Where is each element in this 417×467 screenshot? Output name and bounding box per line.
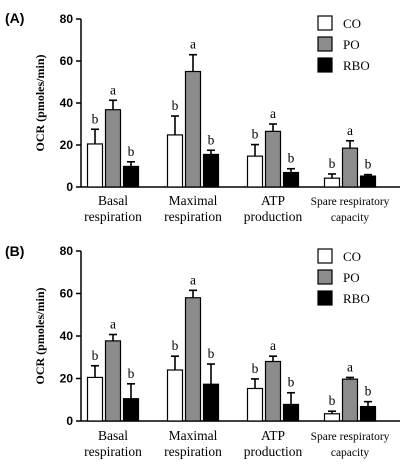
bar-rbo (122, 165, 140, 188)
bar-po (184, 70, 202, 188)
y-axis-title: OCR (pmoles/min) (33, 288, 47, 385)
category-label: respiration (84, 444, 142, 459)
y-tick-label: 0 (66, 414, 73, 428)
category-label: respiration (164, 209, 222, 224)
panel-label: (B) (5, 243, 24, 259)
y-tick-label: 20 (60, 138, 74, 152)
category-label: ATP (261, 193, 285, 208)
legend-label-co: CO (343, 249, 361, 264)
bar-co (166, 369, 184, 422)
y-tick-label: 80 (60, 12, 74, 26)
category-label: Maximal (169, 428, 218, 443)
bar-co (323, 413, 341, 422)
category-label: capacity (331, 447, 370, 459)
significance-label: b (329, 393, 336, 408)
category-label: Maximal (169, 193, 218, 208)
significance-label: b (329, 156, 336, 171)
bar-co (246, 387, 264, 422)
legend-label-rbo: RBO (343, 291, 370, 306)
legend-label-rbo: RBO (343, 58, 370, 73)
bar-rbo (202, 383, 220, 422)
bar-co (246, 155, 264, 188)
bar-rbo (359, 175, 377, 188)
significance-label: b (128, 144, 135, 159)
significance-label: b (172, 338, 179, 353)
significance-label: b (288, 375, 295, 390)
significance-label: b (252, 127, 259, 142)
significance-label: a (190, 37, 196, 52)
legend-swatch-po (317, 36, 333, 52)
category-label: Basal (98, 428, 128, 443)
y-tick-label: 40 (60, 329, 74, 343)
significance-label: b (92, 111, 99, 126)
significance-label: b (365, 384, 372, 399)
legend-label-co: CO (343, 16, 361, 31)
legend-swatch-co (317, 15, 333, 31)
bar-po (264, 130, 282, 188)
y-tick-label: 60 (60, 287, 74, 301)
y-tick-label: 0 (66, 180, 73, 194)
category-label: Spare respiratory (311, 431, 390, 443)
bar-rbo (202, 153, 220, 188)
bar-po (184, 297, 202, 422)
legend-swatch-rbo (317, 57, 333, 73)
significance-label: b (252, 361, 259, 376)
bar-rbo (282, 403, 300, 422)
bar-co (166, 134, 184, 188)
significance-label: a (347, 123, 353, 138)
legend-swatch-co (317, 248, 333, 264)
bar-po (264, 360, 282, 422)
category-label: production (244, 444, 303, 459)
category-label: ATP (261, 428, 285, 443)
bar-rbo (122, 398, 140, 422)
significance-label: a (270, 106, 276, 121)
significance-label: a (110, 82, 116, 97)
y-axis-title: OCR (pmoles/min) (33, 55, 47, 152)
legend-label-po: PO (343, 37, 360, 52)
category-label: Basal (98, 193, 128, 208)
significance-label: b (208, 346, 215, 361)
bar-po (104, 109, 122, 188)
y-tick-label: 60 (60, 54, 74, 68)
significance-label: b (92, 348, 99, 363)
significance-label: a (270, 338, 276, 353)
bar-rbo (282, 171, 300, 188)
bar-rbo (359, 405, 377, 422)
significance-label: b (288, 151, 295, 166)
significance-label: b (128, 366, 135, 381)
legend-swatch-rbo (317, 290, 333, 306)
legend-swatch-po (317, 269, 333, 285)
significance-label: b (172, 98, 179, 113)
significance-label: a (347, 359, 353, 374)
significance-label: a (110, 317, 116, 332)
significance-label: b (208, 132, 215, 147)
panel-label: (A) (5, 10, 24, 26)
y-tick-label: 80 (60, 244, 74, 258)
significance-label: a (190, 272, 196, 287)
bar-co (323, 177, 341, 188)
legend-label-po: PO (343, 270, 360, 285)
bar-co (86, 143, 104, 188)
bar-co (86, 376, 104, 422)
bar-po (341, 378, 359, 422)
y-tick-label: 20 (60, 372, 74, 386)
y-tick-label: 40 (60, 96, 74, 110)
bar-po (104, 340, 122, 422)
category-label: respiration (84, 209, 142, 224)
category-label: Spare respiratory (311, 196, 390, 208)
significance-label: b (365, 157, 372, 172)
bar-po (341, 147, 359, 188)
category-label: respiration (164, 444, 222, 459)
category-label: capacity (331, 212, 370, 224)
category-label: production (244, 209, 303, 224)
